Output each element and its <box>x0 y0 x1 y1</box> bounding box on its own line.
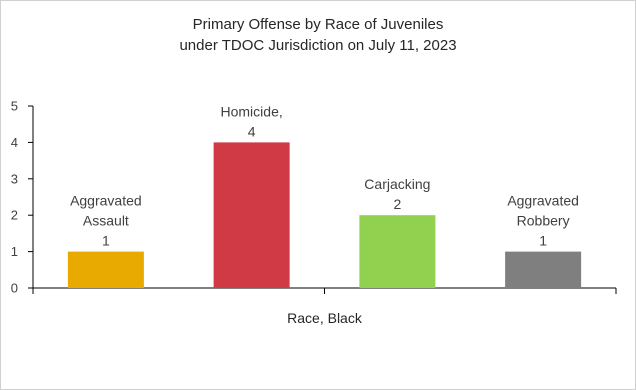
data-label: Homicide, <box>221 103 283 119</box>
chart-title-line-1: Primary Offense by Race of Juveniles <box>192 16 444 33</box>
data-label: 2 <box>393 196 401 212</box>
y-tick-label: 0 <box>11 281 18 296</box>
chart-title-line-2: under TDOC Jurisdiction on July 11, 2023 <box>179 37 457 54</box>
bar <box>359 215 436 288</box>
chart-title: Primary Offense by Race of Juveniles und… <box>0 14 636 56</box>
bar <box>67 251 144 288</box>
data-label: Robbery <box>517 213 570 229</box>
data-label: 4 <box>248 123 256 139</box>
data-label: Assault <box>83 213 129 229</box>
y-tick-label: 3 <box>11 171 18 186</box>
data-label: Aggravated <box>70 193 142 209</box>
y-tick-label: 1 <box>11 244 18 259</box>
data-label: 1 <box>102 233 110 249</box>
y-tick-label: 4 <box>11 135 18 150</box>
data-label: Carjacking <box>364 176 430 192</box>
x-axis-title: Race, Black <box>287 310 363 326</box>
data-label: 1 <box>539 233 547 249</box>
y-tick-label: 2 <box>11 208 18 223</box>
bar <box>505 251 582 288</box>
y-tick-label: 5 <box>11 99 18 114</box>
data-label: Aggravated <box>507 193 579 209</box>
bar <box>213 142 290 288</box>
